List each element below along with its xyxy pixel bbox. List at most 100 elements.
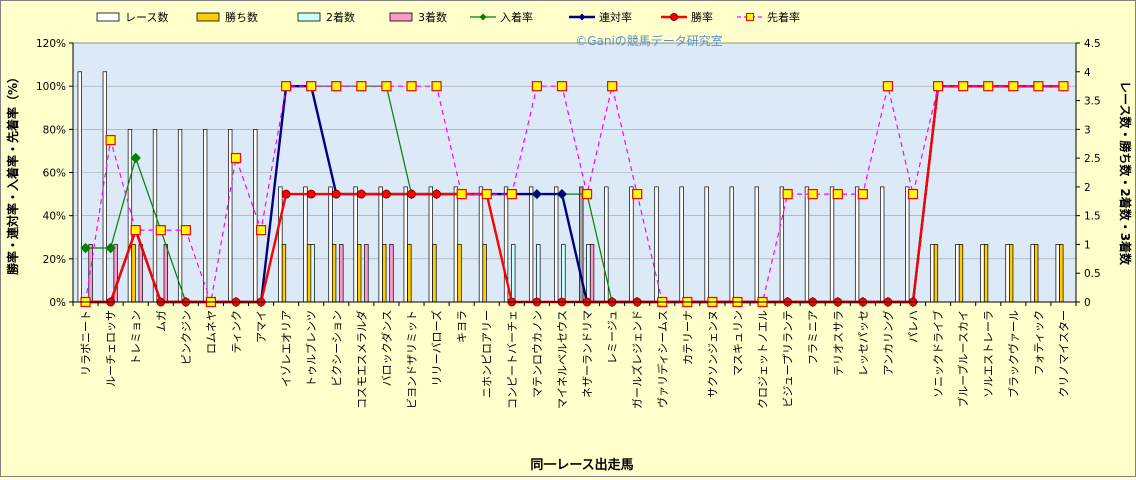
legend-label: 3着数 — [418, 10, 447, 24]
second-count-bar — [561, 244, 566, 303]
second-count-bar — [586, 244, 591, 303]
legend-marker — [746, 13, 754, 21]
x-tick-label: カテリーナ — [681, 310, 694, 365]
second-count-bar — [536, 244, 541, 303]
legend-label: 連対率 — [599, 10, 632, 24]
race-count-bar — [754, 186, 759, 303]
race-count-bar — [829, 186, 835, 303]
legend-label: レース数 — [125, 11, 168, 24]
win-rate-point — [331, 189, 341, 199]
win-count-bar — [331, 244, 337, 303]
x-tick-label: ピンクジン — [180, 310, 193, 365]
x-tick-label: レミージュ — [606, 310, 619, 364]
senchaku-rate-point — [481, 188, 492, 200]
senchaku-rate-point — [907, 188, 919, 200]
third-count-bar — [589, 244, 595, 303]
x-tick-label: トレミョン — [130, 310, 143, 365]
x-tick-label: マスキュリン — [731, 310, 744, 376]
x-tick-label: クロジェットノエル — [757, 310, 770, 409]
race-count-bar — [980, 244, 985, 303]
legend-label: 勝率 — [691, 10, 713, 24]
y-axis-title-left: 勝率・連対率・入着率・先着率（%） — [5, 71, 20, 275]
senchaku-rate-point — [782, 188, 793, 200]
x-tick-label: リラボニート — [80, 310, 93, 376]
x-tick-label: フラミニア — [807, 310, 820, 365]
x-tick-label: ビヨンドザリミット — [406, 310, 419, 409]
race-count-bar — [77, 71, 82, 303]
race-count-bar — [278, 186, 283, 303]
race-count-bar — [478, 186, 484, 303]
senchaku-rate-point — [832, 188, 843, 200]
win-count-bar — [357, 244, 362, 303]
rentai-rate-point — [557, 189, 567, 199]
senchaku-rate-point — [230, 152, 242, 164]
win-count-bar — [407, 244, 412, 303]
win-rate-point — [407, 189, 416, 199]
y-tick-label-right: 0.5 — [1084, 268, 1101, 280]
win-rate-point — [281, 189, 291, 199]
legend-label: 2着数 — [326, 10, 355, 24]
race-count-bar — [1005, 244, 1010, 303]
x-tick-label: イゾレエオリア — [280, 310, 293, 387]
y-tick-label-right: 4.5 — [1084, 38, 1101, 50]
x-tick-label: マイネルベルセウス — [556, 310, 569, 409]
third-count-bar — [163, 244, 168, 303]
legend-item: 勝率 — [661, 10, 713, 24]
senchaku-rate-point — [932, 81, 944, 92]
y-tick-label-left: 40% — [43, 211, 66, 223]
x-tick-label: レッセパッセ — [857, 310, 870, 376]
senchaku-rate-point — [406, 81, 417, 92]
senchaku-rate-point — [180, 225, 191, 236]
win-count-bar — [933, 244, 939, 303]
win-count-bar — [131, 244, 136, 303]
y-tick-label-right: 1.5 — [1084, 211, 1101, 223]
race-count-bar — [328, 186, 333, 303]
race-count-bar — [253, 128, 258, 303]
senchaku-rate-point — [456, 188, 467, 200]
race-count-bar — [127, 128, 133, 303]
y-tick-label-right: 0 — [1084, 297, 1091, 309]
race-count-bar — [854, 186, 860, 303]
senchaku-rate-point — [556, 81, 568, 92]
x-tick-label: マテンロウカノン — [531, 310, 544, 398]
race-count-bar — [203, 128, 208, 303]
senchaku-rate-point — [958, 81, 969, 92]
senchaku-rate-point — [1058, 81, 1069, 92]
win-count-bar — [983, 244, 989, 303]
x-tick-label: ブルーブルースカイ — [956, 310, 970, 408]
legend-label: 先着率 — [767, 10, 800, 24]
x-tick-label: フォティック — [1032, 310, 1045, 375]
win-count-bar — [457, 244, 462, 303]
watermark: ©Ganiの競馬データ研究室 — [575, 33, 723, 48]
senchaku-rate-point — [255, 225, 267, 236]
senchaku-rate-point — [306, 81, 317, 92]
win-count-bar — [382, 244, 387, 303]
x-tick-label: リリーバローズ — [430, 310, 444, 386]
legend-item: 連対率 — [569, 10, 632, 24]
senchaku-rate-point — [331, 81, 342, 92]
race-count-bar — [102, 71, 108, 303]
place-rate-point — [105, 242, 116, 254]
x-tick-label: ニホンピロアリー — [481, 310, 494, 398]
race-count-bar — [880, 186, 885, 303]
y-tick-label-left: 80% — [43, 124, 66, 136]
senchaku-rate-point — [632, 188, 643, 200]
x-tick-label: ガールズレジェンド — [630, 310, 644, 409]
y-tick-label-left: 20% — [43, 254, 66, 266]
x-tick-label: コンピートバーチェ — [506, 310, 519, 409]
race-count-bar — [804, 186, 810, 303]
x-tick-label: ムガ — [155, 310, 168, 332]
legend-item: 3着数 — [389, 10, 447, 24]
senchaku-rate-point — [857, 188, 868, 200]
y-tick-label-left: 120% — [36, 38, 66, 50]
y-tick-label-right: 2.5 — [1084, 153, 1101, 165]
y-axis-title-right: レース数・勝ち数・2着数・3着数 — [1118, 81, 1133, 266]
win-count-bar — [482, 244, 487, 303]
race-count-bar — [779, 186, 785, 303]
legend-swatch — [96, 12, 120, 22]
y-tick-label-right: 3 — [1084, 124, 1091, 136]
third-count-bar — [364, 244, 369, 303]
race-count-bar — [1030, 244, 1035, 303]
y-tick-label-left: 100% — [36, 81, 66, 93]
x-tick-label: アンカリング — [881, 310, 895, 376]
